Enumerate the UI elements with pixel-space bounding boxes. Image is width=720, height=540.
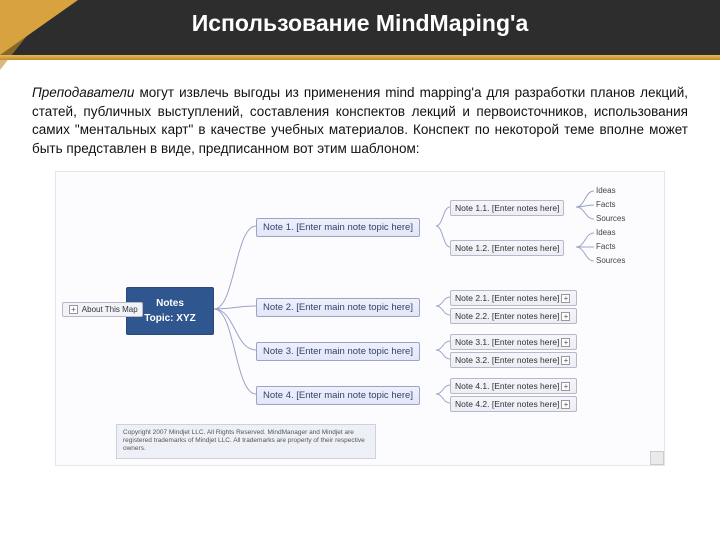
paragraph-lead: Преподаватели	[32, 85, 139, 100]
note-1-1: Note 1.1. [Enter notes here]	[450, 200, 564, 216]
expand-icon[interactable]: +	[561, 382, 570, 391]
note-3: Note 3. [Enter main note topic here]	[256, 342, 420, 361]
note-4: Note 4. [Enter main note topic here]	[256, 386, 420, 405]
leaf-sources: Sources	[594, 256, 627, 265]
note-3-1: Note 3.1. [Enter notes here]+	[450, 334, 577, 350]
gold-divider	[0, 55, 720, 60]
leaf-ideas: Ideas	[594, 186, 618, 195]
expand-icon[interactable]: +	[69, 305, 78, 314]
expand-icon[interactable]: +	[561, 294, 570, 303]
expand-icon[interactable]: +	[561, 312, 570, 321]
note-4-1: Note 4.1. [Enter notes here]+	[450, 378, 577, 394]
copyright-box: Copyright 2007 Mindjet LLC. All Rights R…	[116, 424, 376, 458]
slide-title: Использование MindMaping'а	[0, 10, 720, 37]
note-1: Note 1. [Enter main note topic here]	[256, 218, 420, 237]
note-4-2: Note 4.2. [Enter notes here]+	[450, 396, 577, 412]
leaf-facts: Facts	[594, 242, 618, 251]
note-2-1: Note 2.1. [Enter notes here]+	[450, 290, 577, 306]
expand-icon[interactable]: +	[561, 338, 570, 347]
about-this-map: + About This Map	[62, 302, 143, 317]
note-1-2: Note 1.2. [Enter notes here]	[450, 240, 564, 256]
note-3-2: Note 3.2. [Enter notes here]+	[450, 352, 577, 368]
expand-icon[interactable]: +	[561, 356, 570, 365]
slide-paragraph: Преподаватели могут извлечь выгоды из пр…	[0, 70, 720, 167]
scroll-corner	[650, 451, 664, 465]
leaf-ideas: Ideas	[594, 228, 618, 237]
note-2: Note 2. [Enter main note topic here]	[256, 298, 420, 317]
expand-icon[interactable]: +	[561, 400, 570, 409]
leaf-facts: Facts	[594, 200, 618, 209]
leaf-sources: Sources	[594, 214, 627, 223]
slide-header: Использование MindMaping'а	[0, 0, 720, 70]
note-2-2: Note 2.2. [Enter notes here]+	[450, 308, 577, 324]
mindmap-diagram: Copyright 2007 Mindjet LLC. All Rights R…	[55, 171, 665, 466]
